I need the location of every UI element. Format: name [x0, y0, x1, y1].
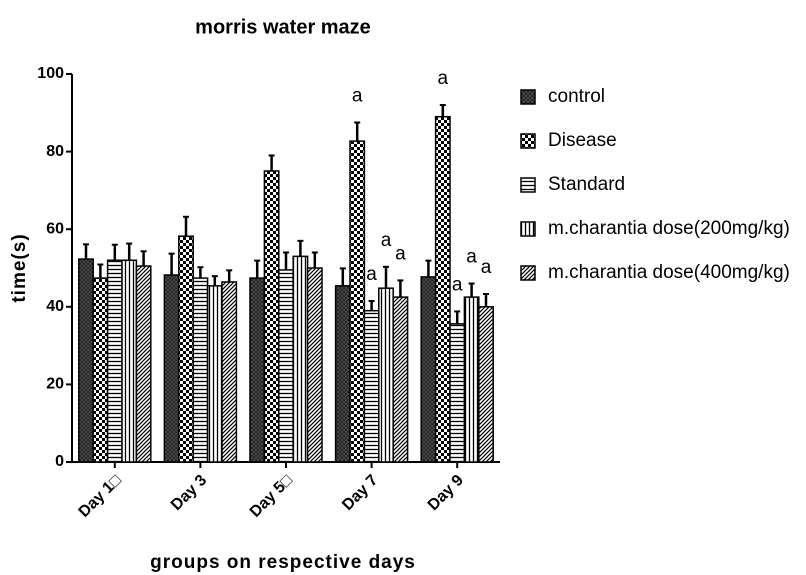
legend-label: m.charantia dose(400mg/kg) [548, 262, 790, 283]
legend-swatch [520, 265, 536, 281]
bar [292, 255, 309, 463]
annotation: a [466, 247, 477, 268]
legend-swatch [520, 89, 536, 105]
legend-swatch [520, 133, 536, 149]
bar [221, 281, 238, 463]
bar [135, 265, 152, 463]
y-tick-label: 100 [37, 65, 64, 82]
bar [206, 285, 223, 463]
legend-label: Standard [548, 174, 625, 195]
x-tick-label: Day 5□ [247, 472, 296, 521]
legend-swatch [520, 221, 536, 237]
annotation: a [352, 86, 363, 107]
bar [249, 277, 266, 463]
bar [392, 296, 409, 463]
bar [278, 269, 294, 463]
bar [192, 277, 209, 463]
annotation: a [452, 274, 463, 295]
bar [434, 115, 451, 463]
bar [463, 296, 480, 463]
bar [78, 258, 94, 463]
annotation: a [438, 68, 449, 89]
bar [92, 277, 109, 463]
bar [420, 276, 437, 463]
bar [121, 259, 138, 463]
x-tick-label: Day 3 [168, 472, 210, 514]
chart-title: morris water maze [195, 16, 371, 38]
bar [349, 140, 366, 463]
y-tick-label: 20 [46, 376, 64, 393]
bar [378, 287, 394, 463]
bar [263, 170, 280, 463]
x-tick-label: Day 9 [425, 472, 467, 514]
x-tick-label: Day 1□ [76, 472, 125, 521]
bar [478, 306, 494, 463]
annotation: a [481, 257, 492, 278]
x-tick-label: Day 7 [339, 472, 381, 514]
bar [363, 309, 380, 463]
y-tick-label: 60 [46, 220, 64, 237]
annotation: a [366, 264, 377, 285]
annotation: a [395, 243, 406, 264]
bar [178, 235, 194, 463]
legend-swatch [520, 177, 536, 193]
legend-label: control [548, 86, 605, 107]
bar [306, 267, 323, 463]
x-axis-label: groups on respective days [150, 552, 416, 573]
bar [449, 323, 466, 463]
y-axis-label: time(s) [9, 233, 30, 302]
legend-label: m.charantia dose(200mg/kg) [548, 218, 790, 239]
bar [106, 259, 123, 463]
y-tick-label: 80 [46, 143, 64, 160]
bar [163, 274, 180, 463]
y-tick-label: 40 [46, 298, 64, 315]
annotation: a [381, 230, 392, 251]
bar [334, 285, 351, 463]
legend-label: Disease [548, 130, 617, 151]
y-tick-label: 0 [55, 453, 64, 470]
